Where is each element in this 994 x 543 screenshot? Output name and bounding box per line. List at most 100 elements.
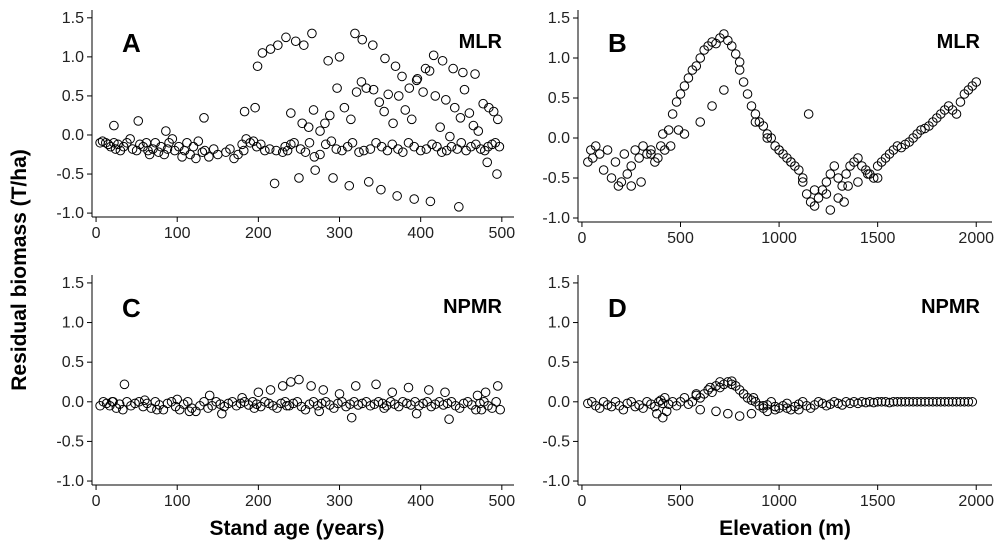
data-point (734, 411, 745, 421)
data-point (723, 408, 733, 419)
data-point (619, 149, 630, 159)
data-point (638, 141, 648, 151)
data-point (418, 87, 428, 97)
data-point (839, 197, 849, 207)
data-point (295, 144, 306, 154)
data-point (354, 147, 364, 157)
data-point (770, 404, 780, 415)
data-point (139, 395, 150, 406)
x-tick-label: 500 (667, 230, 694, 247)
y-tick-label: 1.0 (548, 50, 570, 67)
panel-d: -1.0 -0.5 0.0 0.5 1.0 1.5 0 500 1000 1500 2000 D NPM… (542, 275, 994, 510)
data-point (277, 147, 288, 157)
data-point (746, 408, 757, 419)
y-tick-label: 0.5 (62, 354, 84, 371)
data-point (304, 137, 315, 148)
data-point (300, 147, 311, 157)
data-point (673, 125, 684, 135)
data-point (418, 398, 428, 409)
y-tick-label: 1.5 (62, 275, 84, 292)
data-point (821, 189, 832, 199)
data-point (476, 404, 487, 415)
y-tick-label: 0.0 (548, 130, 570, 147)
data-point (101, 398, 112, 409)
data-point (876, 396, 887, 407)
y-tick-label: 1.5 (62, 10, 84, 27)
data-point (239, 106, 250, 117)
data-point (113, 139, 123, 150)
y-tick-label: 1.5 (548, 10, 570, 27)
data-point (390, 61, 401, 72)
data-point (809, 201, 820, 211)
data-point (782, 403, 792, 413)
data-point (289, 137, 299, 148)
data-point (646, 145, 656, 155)
data-point (683, 73, 694, 83)
y-tick-label: -1.0 (542, 210, 570, 227)
data-point (742, 89, 753, 99)
panel-letter-a: A (122, 28, 141, 58)
data-point (837, 181, 847, 191)
data-point (766, 133, 777, 143)
data-point (665, 141, 676, 151)
x-tick-label: 500 (667, 493, 694, 510)
data-point (350, 381, 361, 391)
data-point (928, 396, 938, 407)
data-point (253, 387, 264, 398)
data-point (466, 141, 476, 152)
data-point (492, 381, 503, 391)
data-point (382, 145, 393, 156)
data-point (636, 177, 646, 187)
data-point (361, 83, 372, 93)
data-point (162, 144, 173, 154)
data-point (109, 120, 119, 131)
data-point (833, 193, 844, 203)
data-point (127, 144, 138, 154)
data-point (707, 101, 717, 111)
data-point (191, 153, 201, 164)
data-point (456, 137, 467, 148)
data-point (265, 385, 276, 395)
data-point (363, 177, 374, 187)
data-point (734, 57, 745, 67)
data-point (333, 398, 343, 409)
data-point (657, 412, 668, 423)
data-point (691, 389, 702, 399)
data-point (452, 144, 462, 154)
data-point (306, 381, 316, 391)
data-point (449, 102, 460, 113)
x-tick-label: 500 (488, 493, 515, 510)
data-point (334, 52, 345, 62)
data-point (379, 403, 389, 413)
x-tick-label: 1000 (761, 230, 797, 247)
data-point (286, 377, 296, 387)
data-point (813, 193, 824, 203)
data-point (833, 173, 844, 183)
data-point (264, 144, 275, 154)
data-point (932, 396, 942, 407)
data-point (794, 165, 804, 175)
data-point (144, 149, 155, 160)
method-label-c: NPMR (443, 296, 502, 318)
x-tick-label: 300 (326, 493, 353, 510)
data-point (107, 396, 118, 407)
data-point (324, 110, 335, 121)
data-point (472, 390, 483, 401)
data-point (403, 382, 414, 393)
data-point (853, 153, 863, 163)
data-point (853, 177, 863, 187)
x-tick-label: 400 (407, 225, 434, 242)
data-point (318, 385, 329, 395)
data-point (130, 398, 140, 409)
data-point (225, 144, 235, 154)
data-point (955, 396, 966, 407)
data-point (421, 144, 432, 154)
data-point (963, 396, 974, 407)
data-point (376, 184, 386, 195)
data-point (397, 71, 407, 82)
data-point (250, 102, 260, 113)
data-point (602, 145, 613, 155)
data-point (675, 89, 686, 99)
data-point (459, 84, 470, 95)
data-point (265, 44, 276, 54)
